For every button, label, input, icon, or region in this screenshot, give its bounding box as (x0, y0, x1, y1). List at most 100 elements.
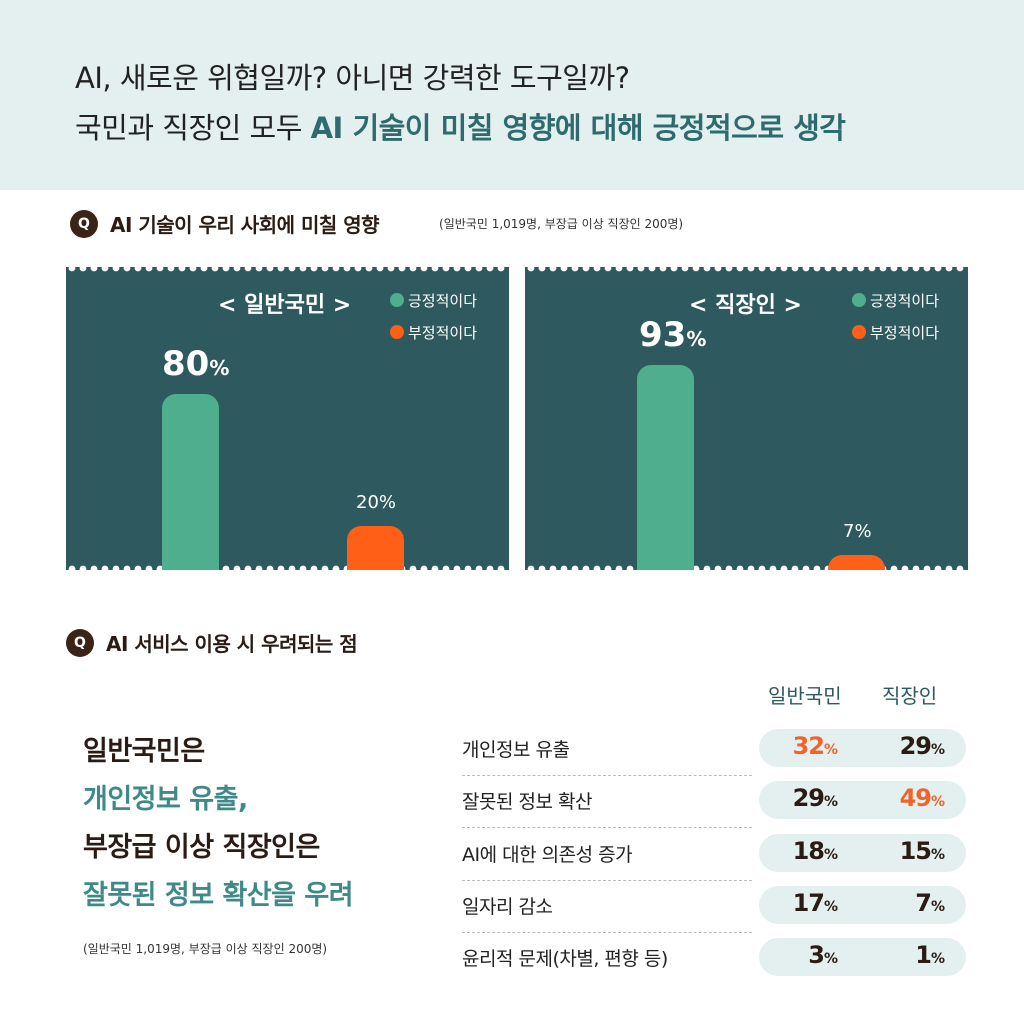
chart-legend-worker: 긍정적이다 부정적이다 (852, 284, 939, 348)
bar-value-label-positive: 93% (639, 315, 706, 355)
value-unit: % (930, 847, 945, 863)
value-number: 7 (915, 889, 932, 917)
row-label: 잘못된 정보 확산 (462, 791, 592, 813)
legend-item-negative: 부정적이다 (852, 316, 939, 348)
question-1-row: Q AI 기술이 우리 사회에 미칠 영향 (일반국민 1,019명, 부장급 … (70, 209, 683, 238)
row-divider (462, 932, 752, 933)
summary-line-3: 부장급 이상 직장인은 (83, 832, 320, 863)
legend-dot-negative (852, 325, 866, 339)
column-header-general: 일반국민 (768, 684, 842, 708)
value-unit: % (823, 847, 838, 863)
value-general: 3% (767, 941, 838, 969)
table-row: 일자리 감소 17% 7% (462, 886, 966, 933)
row-label: 윤리적 문제(차별, 편향 등) (462, 948, 668, 970)
question-2-row: Q AI 서비스 이용 시 우려되는 점 (66, 628, 358, 657)
value-number: 29 (792, 784, 825, 812)
legend-label-negative: 부정적이다 (408, 323, 478, 342)
legend-item-negative: 부정적이다 (390, 316, 477, 348)
row-label: 일자리 감소 (462, 896, 553, 918)
bar-value-label-negative: 20% (356, 492, 397, 513)
row-divider (462, 775, 752, 776)
bar-positive (637, 365, 694, 570)
row-value-pill (759, 729, 966, 767)
ticket-edge-top (68, 264, 505, 272)
value-number: 18 (792, 837, 825, 865)
value-unit: % (930, 794, 945, 810)
q-badge-icon: Q (66, 628, 94, 657)
value-unit: % (930, 951, 945, 967)
table-row: AI에 대한 의존성 증가 18% 15% (462, 834, 966, 881)
headline-conclusion-highlight: AI 기술이 미칠 영향에 대해 긍정적으로 생각 (310, 111, 846, 145)
legend-dot-positive (852, 293, 866, 307)
chart-panel-general: < 일반국민 > 긍정적이다 부정적이다 80% 20% (66, 264, 509, 573)
value-general: 29% (767, 784, 838, 812)
value-unit: % (823, 951, 838, 967)
value-general: 18% (767, 837, 838, 865)
headline-conclusion: 국민과 직장인 모두 AI 기술이 미칠 영향에 대해 긍정적으로 생각 (75, 105, 846, 147)
value-unit: % (930, 899, 945, 915)
sample-size-note: (일반국민 1,019명, 부장급 이상 직장인 200명) (83, 942, 328, 956)
q-badge-icon: Q (70, 209, 98, 238)
value-unit: % (823, 742, 838, 758)
value-worker: 1% (874, 941, 945, 969)
row-value-pill (759, 886, 966, 924)
chart-panel-worker: < 직장인 > 긍정적이다 부정적이다 93% 7% (525, 264, 968, 573)
table-row: 윤리적 문제(차별, 편향 등) 3% 1% (462, 938, 966, 976)
bar-negative (347, 526, 404, 570)
summary-line-1: 일반국민은 (83, 736, 205, 767)
value-worker: 7% (874, 889, 945, 917)
legend-item-positive: 긍정적이다 (390, 284, 477, 316)
value-number: 49 (899, 784, 932, 812)
value-worker: 29% (874, 732, 945, 760)
bar-value-unit: % (686, 327, 707, 352)
row-label: AI에 대한 의존성 증가 (462, 844, 633, 866)
chart-title-general: < 일반국민 > (218, 293, 352, 318)
headline-question: AI, 새로운 위협일까? 아니면 강력한 도구일까? (75, 61, 630, 95)
question-1-sample-note: (일반국민 1,019명, 부장급 이상 직장인 200명) (439, 217, 684, 231)
headline-conclusion-prefix: 국민과 직장인 모두 (75, 111, 311, 145)
value-worker: 49% (874, 784, 945, 812)
value-worker: 15% (874, 837, 945, 865)
value-number: 1 (915, 941, 932, 969)
summary-text: 일반국민은 개인정보 유출, 부장급 이상 직장인은 잘못된 정보 확산을 우려 (83, 728, 354, 920)
row-value-pill (759, 781, 966, 819)
legend-dot-negative (390, 325, 404, 339)
row-value-pill (759, 938, 966, 976)
question-2-title: AI 서비스 이용 시 우려되는 점 (106, 632, 358, 656)
row-value-pill (759, 834, 966, 872)
question-1-title: AI 기술이 우리 사회에 미칠 영향 (110, 213, 380, 237)
summary-line-2: 개인정보 유출, (83, 784, 248, 815)
bar-value-number: 80 (162, 344, 210, 384)
value-number: 3 (808, 941, 825, 969)
chart-title-worker: < 직장인 > (689, 293, 802, 318)
legend-dot-positive (390, 293, 404, 307)
legend-item-positive: 긍정적이다 (852, 284, 939, 316)
bar-value-unit: % (209, 356, 230, 380)
value-general: 17% (767, 889, 838, 917)
row-divider (462, 827, 752, 828)
legend-label-positive: 긍정적이다 (870, 291, 940, 310)
summary-line-4: 잘못된 정보 확산을 우려 (83, 880, 354, 911)
ticket-edge-top (527, 264, 964, 272)
value-unit: % (930, 742, 945, 758)
row-label: 개인정보 유출 (462, 739, 570, 761)
value-number: 17 (792, 889, 825, 917)
value-unit: % (823, 899, 838, 915)
bar-negative (828, 554, 885, 570)
legend-label-negative: 부정적이다 (870, 323, 940, 342)
bar-value-label-negative: 7% (843, 520, 872, 542)
value-unit: % (823, 794, 838, 810)
row-divider (462, 880, 752, 881)
value-number: 29 (899, 732, 932, 760)
bar-positive (162, 394, 219, 570)
table-row: 잘못된 정보 확산 29% 49% (462, 781, 966, 828)
ticket-edge-bottom (527, 565, 964, 573)
legend-label-positive: 긍정적이다 (408, 291, 478, 310)
value-number: 32 (792, 732, 825, 760)
bar-value-label-positive: 80% (162, 344, 229, 384)
column-header-worker: 직장인 (882, 684, 938, 708)
value-number: 15 (899, 837, 932, 865)
chart-legend-general: 긍정적이다 부정적이다 (390, 284, 477, 348)
value-general: 32% (767, 732, 838, 760)
header-banner: AI, 새로운 위협일까? 아니면 강력한 도구일까? 국민과 직장인 모두 A… (0, 0, 1024, 190)
